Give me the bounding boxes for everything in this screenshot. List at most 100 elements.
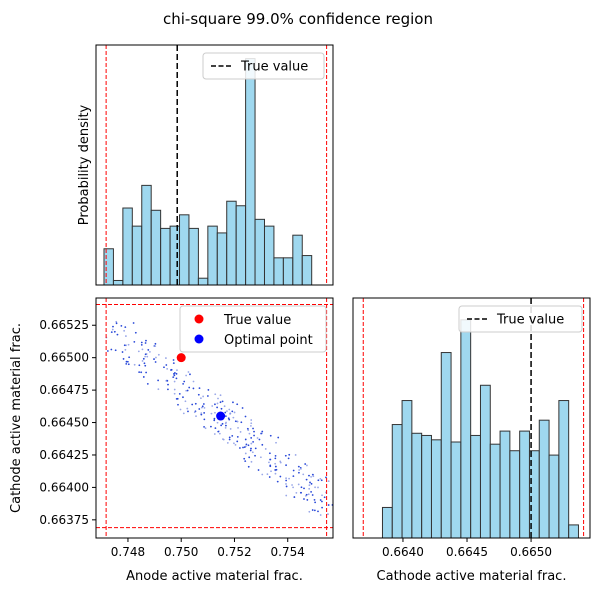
sample-point <box>143 362 146 365</box>
sample-point <box>157 388 160 391</box>
histogram-bar <box>519 430 530 539</box>
sample-point <box>203 406 206 409</box>
legend-label-optimal-point: Optimal point <box>224 333 313 348</box>
y-tick-label: 0.66525 <box>39 318 89 332</box>
sample-point <box>113 330 116 333</box>
sample-point <box>237 427 239 429</box>
sample-point <box>285 479 288 482</box>
sample-point <box>183 380 186 383</box>
histogram-bar <box>538 419 550 539</box>
sample-point <box>204 427 207 430</box>
sample-point <box>200 412 203 415</box>
histogram-bar <box>440 352 452 539</box>
sample-point <box>214 403 216 406</box>
sample-point <box>311 509 314 511</box>
sample-point <box>214 393 217 396</box>
sample-point <box>250 460 253 463</box>
sample-point <box>233 442 235 445</box>
sample-point <box>284 454 287 457</box>
sample-point <box>233 411 236 414</box>
sample-point <box>279 460 282 463</box>
histogram-bar <box>411 432 423 539</box>
sample-point <box>175 372 178 375</box>
sample-point <box>207 389 210 391</box>
sample-point <box>321 506 323 509</box>
sample-point <box>308 487 311 490</box>
y-axis-label: Cathode active material frac. <box>9 323 24 513</box>
x-tick-label: 0.750 <box>164 545 198 559</box>
sample-point <box>321 494 323 497</box>
sample-point <box>125 360 128 363</box>
sample-point <box>197 393 200 396</box>
sample-point <box>206 395 209 397</box>
sample-point <box>229 412 231 415</box>
sample-point <box>140 341 143 344</box>
legend-label-true-value: True value <box>240 60 308 75</box>
sample-point <box>279 475 282 478</box>
sample-point <box>132 322 135 324</box>
sample-point <box>191 403 194 406</box>
sample-point <box>172 376 175 379</box>
sample-point <box>292 486 294 489</box>
legend-marker-optimal-point <box>194 334 204 344</box>
sample-point <box>187 410 189 413</box>
sample-point <box>308 510 311 513</box>
sample-point <box>214 411 216 414</box>
sample-point <box>285 494 288 497</box>
sample-point <box>144 353 147 356</box>
histogram-bar <box>179 214 190 286</box>
axes-frame <box>95 44 334 286</box>
sample-point <box>211 405 214 407</box>
legend-box <box>202 52 325 80</box>
histogram-bar <box>150 209 162 286</box>
sample-point <box>253 434 255 437</box>
sample-point <box>242 446 244 449</box>
sample-point <box>202 395 205 398</box>
sample-point <box>144 364 147 367</box>
x-tick-label: 0.6645 <box>446 545 488 559</box>
sample-point <box>182 396 184 399</box>
sample-point <box>317 479 320 482</box>
sample-point <box>311 494 314 496</box>
sample-point <box>313 509 316 512</box>
sample-point <box>221 400 224 403</box>
sample-point <box>219 401 222 404</box>
sample-point <box>223 405 226 408</box>
x-tick-label: 0.748 <box>111 545 145 559</box>
histogram-bar <box>112 279 124 286</box>
histogram-bar <box>207 225 218 286</box>
sample-point <box>269 458 272 461</box>
sample-point <box>147 349 150 351</box>
sample-point <box>200 413 203 416</box>
histogram-bar <box>160 227 171 286</box>
sample-point <box>274 454 277 457</box>
sample-point <box>138 371 141 373</box>
sample-point <box>134 331 137 334</box>
sample-point <box>285 477 287 480</box>
sample-point <box>306 464 308 467</box>
sample-point <box>148 350 151 353</box>
x-tick-label: 0.6650 <box>510 545 552 559</box>
sample-point <box>175 377 178 380</box>
sample-point <box>123 329 126 332</box>
sample-point <box>179 408 182 411</box>
sample-point <box>213 433 216 435</box>
figure-title: chi-square 99.0% confidence region <box>163 10 433 28</box>
sample-point <box>194 402 197 405</box>
sample-point <box>222 438 224 441</box>
y-tick-label: 0.66375 <box>39 513 89 527</box>
sample-point <box>274 465 277 468</box>
sample-point <box>297 465 300 468</box>
sample-point <box>121 351 124 353</box>
histogram-bar <box>401 400 413 539</box>
sample-point <box>232 416 235 419</box>
sample-point <box>200 406 203 409</box>
sample-point <box>274 462 277 465</box>
histogram-bar <box>470 434 481 539</box>
sample-point <box>300 486 303 489</box>
sample-point <box>291 484 293 486</box>
histogram-bar <box>254 218 265 286</box>
sample-point <box>228 436 231 439</box>
sample-point <box>177 403 179 406</box>
